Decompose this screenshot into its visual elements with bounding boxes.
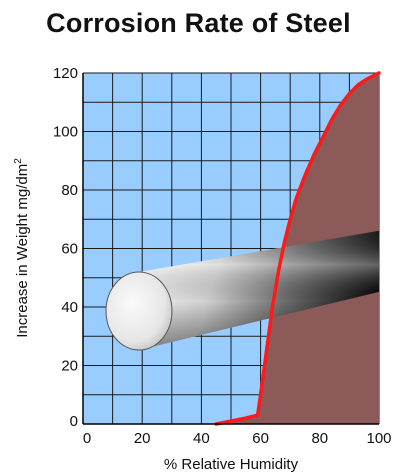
- y-axis-label: Increase in Weight mg/dm2: [13, 158, 31, 338]
- cylinder-end-cap: [105, 271, 173, 351]
- steel-cylinder-illustration: [105, 230, 379, 351]
- chart-title: Corrosion Rate of Steel: [46, 8, 351, 38]
- x-tick-label: 20: [134, 430, 151, 447]
- y-tick-label: 80: [61, 182, 78, 199]
- x-tick-label: 80: [311, 430, 328, 447]
- y-tick-labels: 0 20 40 60 80 100 120: [53, 65, 78, 430]
- corrosion-rate-curve: [214, 71, 381, 426]
- y-tick-label: 120: [53, 65, 78, 82]
- cylinder-gloss: [139, 230, 379, 350]
- x-tick-label: 60: [252, 430, 269, 447]
- y-axis-label-main: Increase in Weight mg/dm: [14, 164, 31, 338]
- x-axis-label: % Relative Humidity: [164, 456, 299, 473]
- y-tick-label: 0: [70, 413, 78, 430]
- y-axis-label-superscript: 2: [13, 158, 24, 164]
- y-tick-label: 60: [61, 241, 78, 258]
- x-tick-label: 100: [366, 430, 391, 447]
- x-tick-labels: 0 20 40 60 80 100: [83, 430, 392, 447]
- y-tick-label: 40: [61, 299, 78, 316]
- x-tick-label: 40: [193, 430, 210, 447]
- x-tick-label: 0: [83, 430, 91, 447]
- y-tick-label: 100: [53, 124, 78, 141]
- y-tick-label: 20: [61, 358, 78, 375]
